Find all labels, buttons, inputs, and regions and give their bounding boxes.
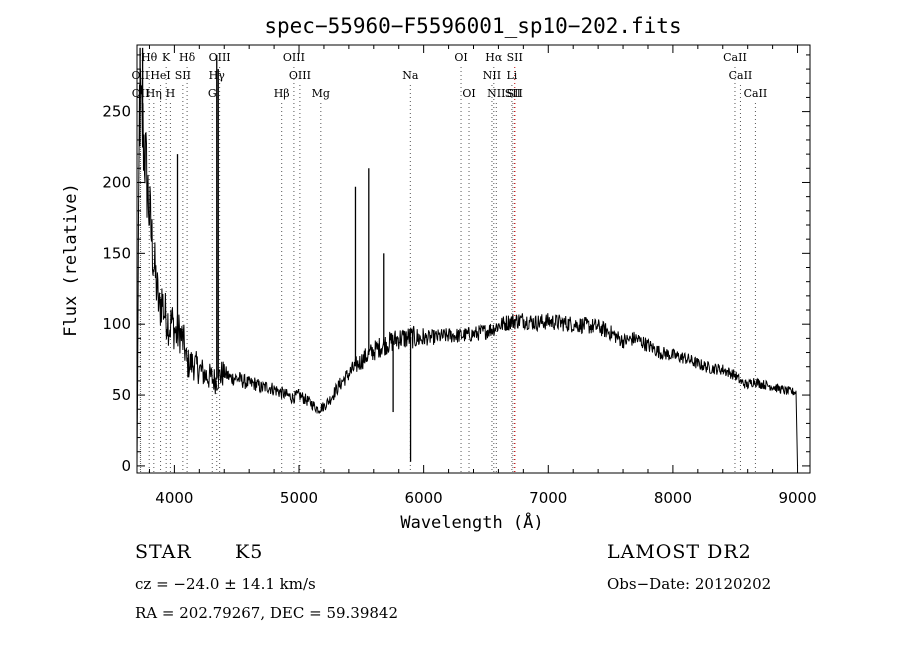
line-label-16: CaII xyxy=(729,69,753,82)
line-label-24: NII xyxy=(487,87,505,100)
chart-title: spec−55960−F5596001_sp10−202.fits xyxy=(264,14,681,38)
y-tick-label-200: 200 xyxy=(102,173,131,191)
redshift-readout: cz = −24.0 ± 14.1 km/s xyxy=(135,575,316,593)
x-tick-label-8000: 8000 xyxy=(654,489,692,507)
y-tick-label-250: 250 xyxy=(102,103,131,121)
line-markers xyxy=(139,67,756,473)
spectrum-spikes xyxy=(139,47,412,462)
line-label-13: Na xyxy=(402,69,419,82)
line-label-18: Hη xyxy=(146,87,162,100)
line-label-5: OI xyxy=(454,51,467,64)
observation-date: Obs−Date: 20120202 xyxy=(607,575,772,593)
x-axis-label: Wavelength (Å) xyxy=(400,511,543,533)
x-tick-label-7000: 7000 xyxy=(529,489,567,507)
y-tick-label-100: 100 xyxy=(102,315,131,333)
y-tick-label-150: 150 xyxy=(102,244,131,262)
coordinates-readout: RA = 202.79267, DEC = 59.39842 xyxy=(135,604,399,622)
line-label-20: G xyxy=(208,87,217,100)
object-class: STAR xyxy=(135,541,192,563)
line-label-6: Hα xyxy=(485,51,503,64)
spectrum-series xyxy=(136,69,798,466)
y-tick-label-50: 50 xyxy=(112,386,131,404)
line-label-14: NII xyxy=(483,69,501,82)
line-label-23: OI xyxy=(462,87,475,100)
line-marker-labels: HθKHδOIIIOIIIOIHαCaIIOIIHeISIIHγOIIINaNI… xyxy=(132,51,768,100)
line-label-3: OIII xyxy=(209,51,231,64)
line-label-10: SII xyxy=(175,69,191,82)
line-label-9: HeI xyxy=(150,69,170,82)
line-label-22: Mg xyxy=(312,87,330,100)
line-label-2: Hδ xyxy=(179,51,196,64)
red-line-label-1: SII xyxy=(507,87,523,100)
y-axis: 0 50 100 150 200 250 xyxy=(102,54,810,475)
line-label-12: OIII xyxy=(289,69,311,82)
line-label-1: K xyxy=(162,51,171,64)
object-subclass: K5 xyxy=(235,541,264,563)
y-axis-label: Flux (relative) xyxy=(61,183,81,337)
line-label-25: SII xyxy=(505,87,521,100)
line-label-7: CaII xyxy=(723,51,747,64)
survey-name: LAMOST DR2 xyxy=(607,541,752,563)
line-label-21: Hβ xyxy=(274,87,290,100)
line-label-15: Li xyxy=(506,69,517,82)
x-tick-label-6000: 6000 xyxy=(405,489,443,507)
line-label-4: OIII xyxy=(283,51,305,64)
line-label-0: Hθ xyxy=(141,51,158,64)
line-label-26: CaII xyxy=(744,87,768,100)
x-tick-label-4000: 4000 xyxy=(155,489,193,507)
x-axis: 4000 5000 6000 7000 8000 9000 xyxy=(148,45,817,507)
plot-frame xyxy=(136,44,811,474)
red-line-label-0: SII xyxy=(507,51,523,64)
y-tick-label-0: 0 xyxy=(121,457,131,475)
line-label-19: H xyxy=(166,87,176,100)
x-tick-label-5000: 5000 xyxy=(280,489,318,507)
x-tick-label-9000: 9000 xyxy=(778,489,816,507)
